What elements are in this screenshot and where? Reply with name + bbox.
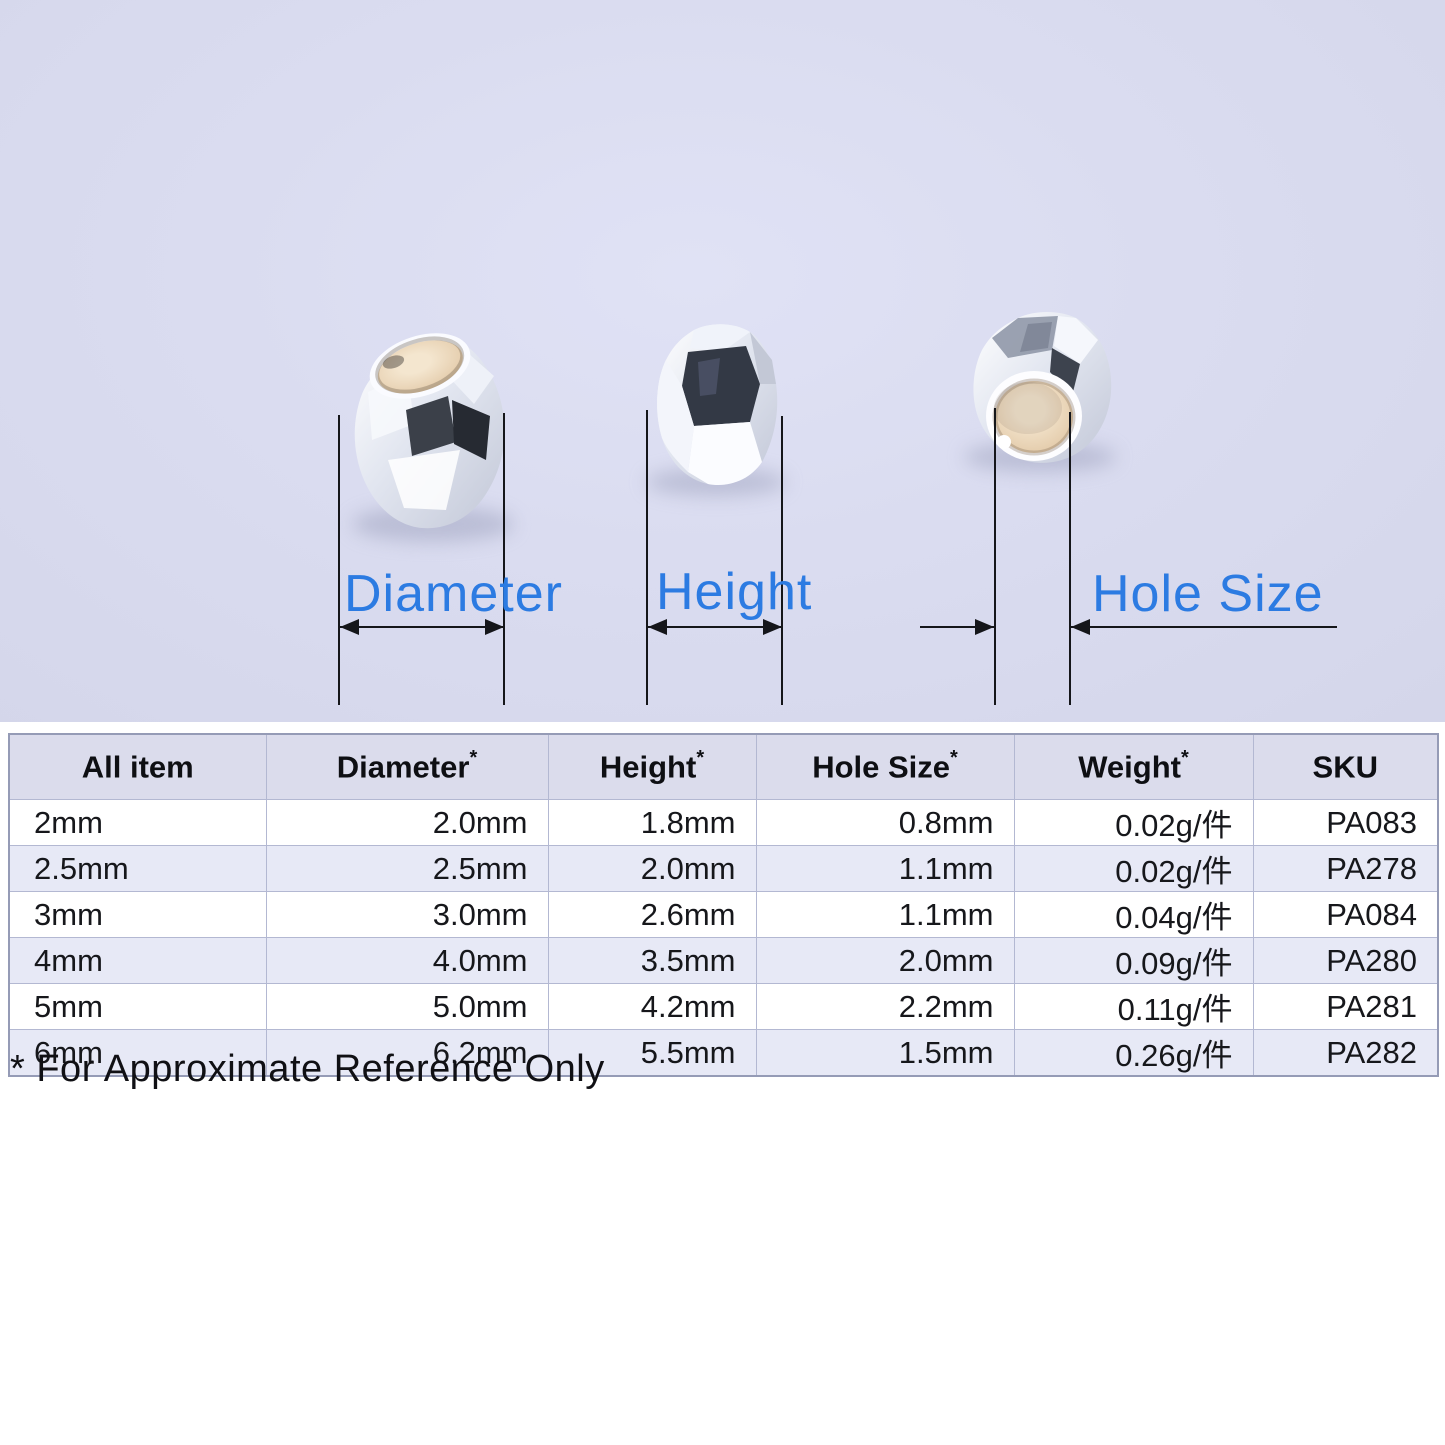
table-row: 6mm 6.2mm 5.5mm 1.5mm 0.26g/件 PA282 (8, 1029, 1439, 1077)
cell-item: 4mm (8, 937, 267, 984)
cell-item: 5mm (8, 983, 267, 1030)
cell-hole-size: 1.1mm (755, 891, 1015, 938)
cell-sku: PA084 (1252, 891, 1439, 938)
bead-hole-view (973, 312, 1112, 463)
cell-diameter: 2.5mm (265, 845, 549, 892)
cell-item: 2mm (8, 799, 267, 846)
cell-diameter: 4.0mm (265, 937, 549, 984)
table-row: 5mm 5.0mm 4.2mm 2.2mm 0.11g/件 PA281 (8, 983, 1439, 1030)
table-row: 2.5mm 2.5mm 2.0mm 1.1mm 0.02g/件 PA278 (8, 845, 1439, 892)
cell-sku: PA278 (1252, 845, 1439, 892)
col-header-hole-size: Hole Size* (755, 733, 1015, 800)
cell-hole-size: 1.1mm (755, 845, 1015, 892)
cell-item: 2.5mm (8, 845, 267, 892)
table-header-row: All item Diameter* Height* Hole Size* We… (8, 733, 1439, 800)
cell-weight: 0.04g/件 (1013, 891, 1254, 938)
cell-weight: 0.26g/件 (1013, 1029, 1254, 1077)
dimension-line-height-left (646, 410, 648, 705)
cell-height: 1.8mm (547, 799, 757, 846)
cell-sku: PA280 (1252, 937, 1439, 984)
cell-height: 3.5mm (547, 937, 757, 984)
cell-sku: PA282 (1252, 1029, 1439, 1077)
cell-hole-size: 1.5mm (755, 1029, 1015, 1077)
cell-height: 2.6mm (547, 891, 757, 938)
cell-item: 3mm (8, 891, 267, 938)
height-arrow-icon (648, 619, 782, 635)
hole-size-label: Hole Size (1092, 565, 1324, 623)
cell-diameter: 3.0mm (265, 891, 549, 938)
cell-hole-size: 2.0mm (755, 937, 1015, 984)
cell-weight: 0.11g/件 (1013, 983, 1254, 1030)
cell-weight: 0.09g/件 (1013, 937, 1254, 984)
hole-size-arrow-left-icon (920, 619, 994, 635)
table-row: 4mm 4.0mm 3.5mm 2.0mm 0.09g/件 PA280 (8, 937, 1439, 984)
cell-weight: 0.02g/件 (1013, 845, 1254, 892)
dimension-line-hole-right (1069, 412, 1071, 705)
cell-height: 2.0mm (547, 845, 757, 892)
col-header-height: Height* (547, 733, 757, 800)
cell-height: 4.2mm (547, 983, 757, 1030)
col-header-diameter: Diameter* (265, 733, 549, 800)
table-row: 2mm 2.0mm 1.8mm 0.8mm 0.02g/件 PA083 (8, 799, 1439, 846)
dimension-line-diameter-right (503, 413, 505, 705)
col-header-sku: SKU (1252, 733, 1439, 800)
cell-height: 5.5mm (547, 1029, 757, 1077)
cell-hole-size: 0.8mm (755, 799, 1015, 846)
spec-table: All item Diameter* Height* Hole Size* We… (8, 733, 1439, 1077)
dimension-line-diameter-left (338, 415, 340, 705)
dimension-line-hole-left (994, 408, 996, 705)
cell-weight: 0.02g/件 (1013, 799, 1254, 846)
bead-diameter-view (354, 333, 505, 529)
hole-size-arrow-right-icon (1071, 619, 1337, 635)
cell-sku: PA281 (1252, 983, 1439, 1030)
cell-item: 6mm (8, 1029, 267, 1077)
cell-diameter: 6.2mm (265, 1029, 549, 1077)
diameter-arrow-icon (340, 619, 504, 635)
bead-height-view (657, 324, 778, 486)
bead-photo-area: Diameter Height Hole Size (0, 0, 1445, 722)
col-header-all-item: All item (8, 733, 267, 800)
height-label: Height (656, 563, 813, 621)
footnote: * For Approximate Reference Only (10, 1048, 605, 1090)
cell-diameter: 5.0mm (265, 983, 549, 1030)
cell-diameter: 2.0mm (265, 799, 549, 846)
cell-hole-size: 2.2mm (755, 983, 1015, 1030)
cell-sku: PA083 (1252, 799, 1439, 846)
diameter-label: Diameter (344, 565, 563, 623)
dimension-line-height-right (781, 416, 783, 705)
col-header-weight: Weight* (1013, 733, 1254, 800)
table-row: 3mm 3.0mm 2.6mm 1.1mm 0.04g/件 PA084 (8, 891, 1439, 938)
